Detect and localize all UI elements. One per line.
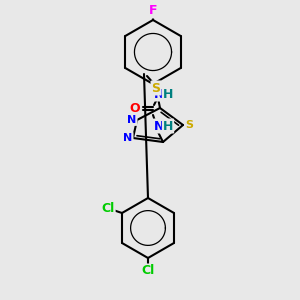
Text: N: N (154, 119, 164, 133)
Text: N: N (154, 88, 164, 100)
Text: O: O (130, 102, 140, 115)
Text: H: H (163, 88, 173, 100)
Text: Cl: Cl (141, 265, 154, 278)
Text: Cl: Cl (101, 202, 115, 215)
Text: H: H (163, 119, 173, 133)
Text: S: S (152, 82, 160, 94)
Text: N: N (128, 115, 136, 125)
Text: S: S (185, 120, 193, 130)
Text: N: N (123, 133, 133, 143)
Text: F: F (149, 4, 157, 17)
